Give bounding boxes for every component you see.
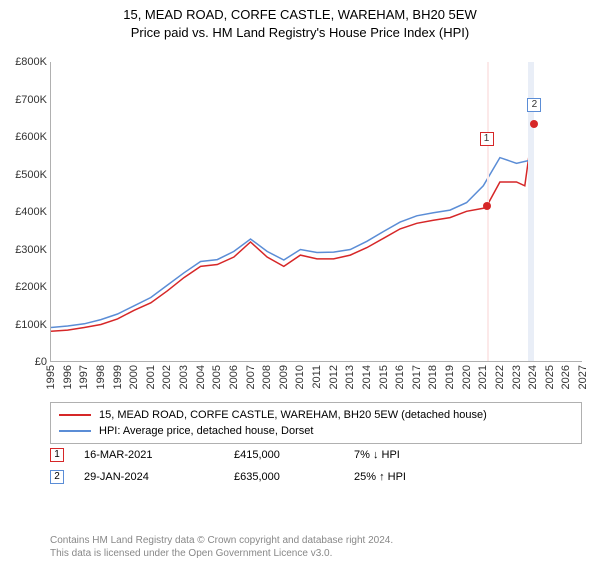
- annotation-price: £635,000: [234, 471, 354, 483]
- footnote: Contains HM Land Registry data © Crown c…: [50, 534, 582, 560]
- annotation-row: 1 16-MAR-2021£415,0007% ↓ HPI: [50, 444, 582, 466]
- legend-label: HPI: Average price, detached house, Dors…: [99, 425, 313, 437]
- y-axis-label: £700K: [15, 94, 47, 106]
- x-axis-label: 1997: [78, 365, 90, 389]
- x-axis-label: 2012: [328, 365, 340, 389]
- y-axis-label: £200K: [15, 281, 47, 293]
- x-axis-label: 2000: [128, 365, 140, 389]
- highlight-band: [487, 62, 489, 361]
- annotation-badge: 2: [50, 470, 64, 484]
- chart-container: 15, MEAD ROAD, CORFE CASTLE, WAREHAM, BH…: [0, 6, 600, 566]
- y-axis-label: £500K: [15, 169, 47, 181]
- x-axis-label: 2022: [494, 365, 506, 389]
- x-axis-label: 1998: [95, 365, 107, 389]
- plot-area: £0£100K£200K£300K£400K£500K£600K£700K£80…: [50, 62, 582, 362]
- legend-swatch: [59, 414, 91, 416]
- legend-swatch: [59, 430, 91, 432]
- data-marker: [530, 120, 538, 128]
- legend: 15, MEAD ROAD, CORFE CASTLE, WAREHAM, BH…: [50, 402, 582, 444]
- footnote-line-1: Contains HM Land Registry data © Crown c…: [50, 534, 582, 547]
- chart-title: 15, MEAD ROAD, CORFE CASTLE, WAREHAM, BH…: [0, 6, 600, 41]
- y-axis-label: £800K: [15, 56, 47, 68]
- marker-callout: 2: [527, 98, 541, 112]
- annotation-row: 2 29-JAN-2024£635,00025% ↑ HPI: [50, 466, 582, 488]
- title-line-1: 15, MEAD ROAD, CORFE CASTLE, WAREHAM, BH…: [0, 6, 600, 24]
- x-axis-label: 2011: [311, 365, 323, 389]
- y-axis-label: £600K: [15, 131, 47, 143]
- y-axis-label: £400K: [15, 206, 47, 218]
- x-axis-label: 2001: [145, 365, 157, 389]
- x-axis-label: 2021: [477, 365, 489, 389]
- x-axis-label: 2008: [261, 365, 273, 389]
- y-axis-label: £300K: [15, 244, 47, 256]
- x-axis-label: 2020: [461, 365, 473, 389]
- annotation-delta: 25% ↑ HPI: [354, 471, 406, 483]
- series-line-property: [51, 124, 535, 331]
- x-axis-label: 1996: [62, 365, 74, 389]
- legend-item-hpi: HPI: Average price, detached house, Dors…: [59, 423, 573, 439]
- annotation-table: 1 16-MAR-2021£415,0007% ↓ HPI 2 29-JAN-2024…: [50, 444, 582, 488]
- x-axis-label: 2026: [560, 365, 572, 389]
- x-axis-label: 1995: [45, 365, 57, 389]
- x-axis-label: 2006: [228, 365, 240, 389]
- x-axis-label: 2018: [427, 365, 439, 389]
- legend-item-property: 15, MEAD ROAD, CORFE CASTLE, WAREHAM, BH…: [59, 407, 573, 423]
- x-axis-label: 2002: [161, 365, 173, 389]
- annotation-badge: 1: [50, 448, 64, 462]
- x-axis-label: 2007: [245, 365, 257, 389]
- x-axis-label: 1999: [112, 365, 124, 389]
- x-axis-label: 2023: [511, 365, 523, 389]
- x-axis-label: 2009: [278, 365, 290, 389]
- marker-callout: 1: [480, 132, 494, 146]
- annotation-price: £415,000: [234, 449, 354, 461]
- x-axis-label: 2024: [527, 365, 539, 389]
- annotation-date: 16-MAR-2021: [84, 449, 234, 461]
- x-axis-label: 2013: [344, 365, 356, 389]
- annotation-date: 29-JAN-2024: [84, 471, 234, 483]
- data-marker: [483, 202, 491, 210]
- footnote-line-2: This data is licensed under the Open Gov…: [50, 547, 582, 560]
- series-line-hpi: [51, 158, 533, 328]
- x-axis-label: 2025: [544, 365, 556, 389]
- title-line-2: Price paid vs. HM Land Registry's House …: [0, 24, 600, 42]
- x-axis-label: 2019: [444, 365, 456, 389]
- x-axis-label: 2017: [411, 365, 423, 389]
- x-axis-label: 2015: [378, 365, 390, 389]
- line-layer: [51, 62, 582, 361]
- x-axis-label: 2010: [294, 365, 306, 389]
- y-axis-label: £100K: [15, 319, 47, 331]
- x-axis-label: 2005: [211, 365, 223, 389]
- x-axis-label: 2004: [195, 365, 207, 389]
- legend-label: 15, MEAD ROAD, CORFE CASTLE, WAREHAM, BH…: [99, 409, 487, 421]
- x-axis-label: 2003: [178, 365, 190, 389]
- x-axis-label: 2014: [361, 365, 373, 389]
- annotation-delta: 7% ↓ HPI: [354, 449, 400, 461]
- x-axis-label: 2027: [577, 365, 589, 389]
- x-axis-label: 2016: [394, 365, 406, 389]
